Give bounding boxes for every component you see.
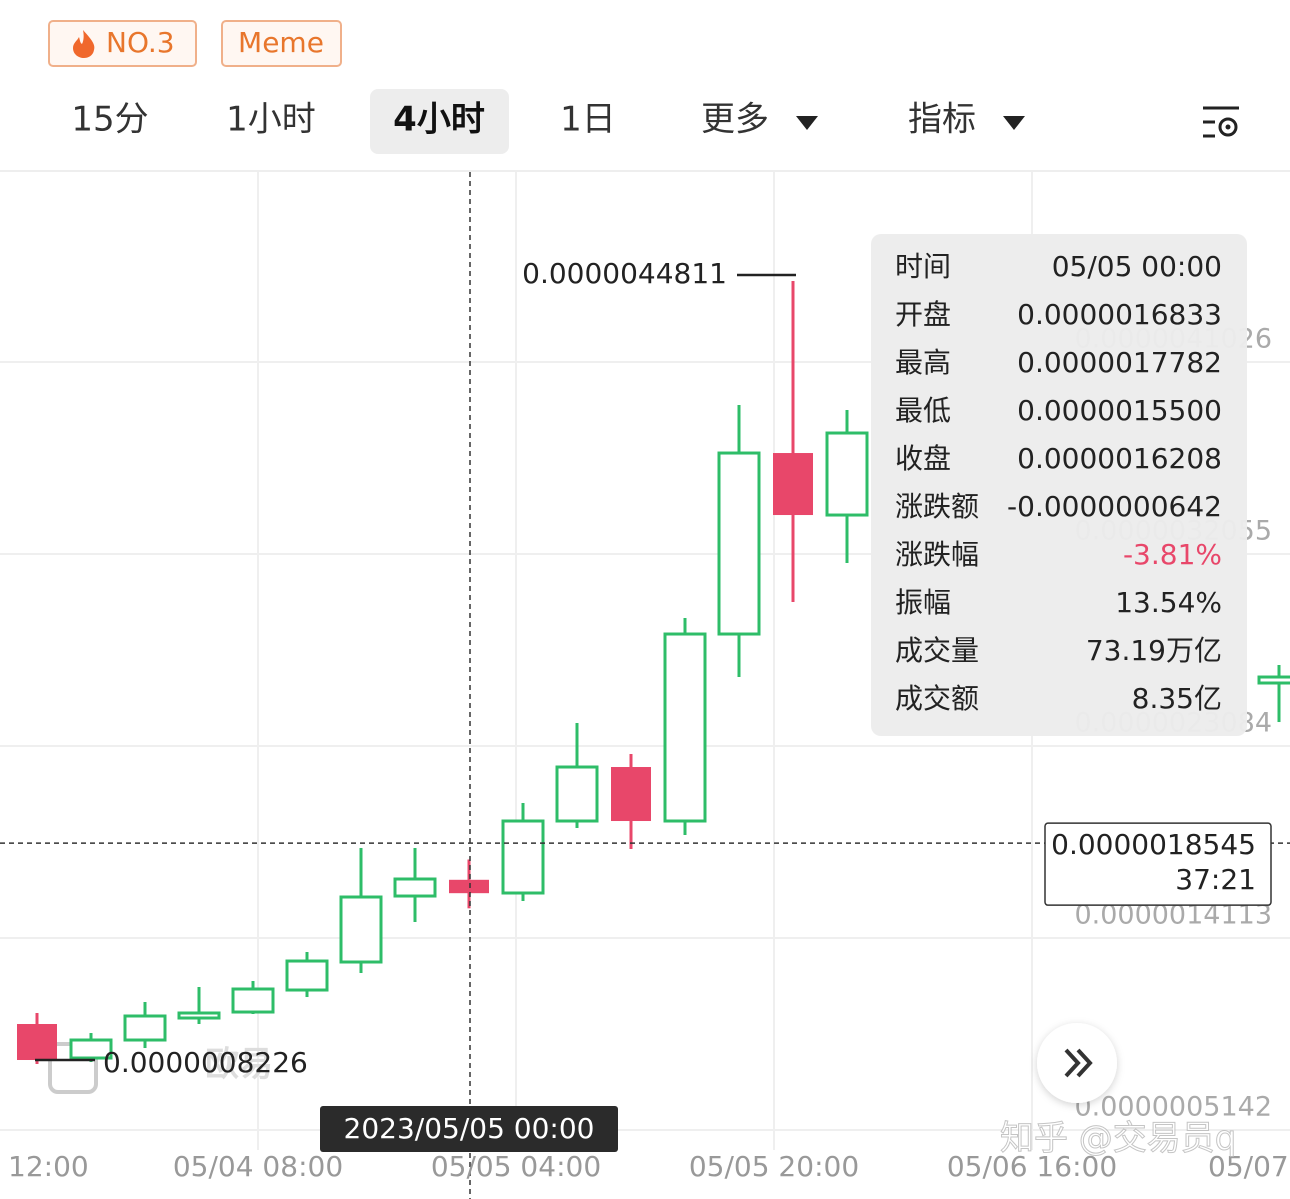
tooltip-value: 05/05 00:00 — [1052, 250, 1222, 283]
x-tick-label: 05/05 20:00 — [689, 1150, 859, 1183]
candle-body — [717, 451, 761, 636]
tooltip-value: 0.0000017782 — [1017, 346, 1222, 379]
tooltip-value: 73.19万亿 — [1086, 634, 1222, 667]
tooltip-value: 0.0000016833 — [1017, 298, 1222, 331]
candle-body — [177, 1011, 221, 1020]
x-tick-label: 05/07 — [1208, 1150, 1289, 1183]
tooltip-value: -0.0000000642 — [1007, 490, 1222, 523]
candle-body — [1257, 675, 1290, 685]
tooltip-label: 开盘 — [895, 298, 951, 331]
y-tick-label: 0.0000005142 — [1074, 1092, 1272, 1123]
candle-body — [449, 879, 489, 894]
last-price-box — [1044, 822, 1272, 906]
dropdown-arrow — [796, 116, 818, 130]
crosshair-time: 2023/05/05 00:00 — [344, 1112, 595, 1145]
candle-body — [123, 1014, 167, 1042]
tooltip-value: -3.81% — [1123, 538, 1222, 571]
tab[interactable]: 1日 — [560, 100, 616, 140]
candle-body — [231, 987, 275, 1014]
candle-body — [285, 959, 329, 992]
crosshair-time-box — [320, 1106, 618, 1152]
tab[interactable]: 更多 — [701, 100, 769, 140]
candle-body — [339, 895, 383, 964]
tooltip-value: 0.0000015500 — [1017, 394, 1222, 427]
tooltip-label: 涨跌幅 — [895, 538, 979, 571]
tooltip-label: 振幅 — [895, 586, 951, 619]
tab-active-bg — [370, 89, 509, 154]
tooltip-box — [871, 234, 1247, 736]
watermark-logo: 欧易 — [205, 1045, 273, 1085]
candle-body — [825, 431, 869, 517]
x-tick-label: 05/04 08:00 — [173, 1150, 343, 1183]
last-price-label: 0.0000018545 — [1051, 828, 1256, 861]
candle-body — [611, 767, 651, 822]
tab[interactable]: 指标 — [908, 100, 976, 140]
max-label: 0.0000044811 — [522, 257, 727, 290]
candle-body — [69, 1038, 113, 1060]
tab[interactable]: 1小时 — [226, 100, 316, 140]
watermark-credit: 知乎 @交易员q — [1000, 1119, 1236, 1159]
countdown: 37:21 — [1175, 863, 1256, 896]
x-tick-label: 12:00 — [8, 1150, 89, 1183]
tooltip-value: 8.35亿 — [1132, 682, 1222, 715]
tab[interactable]: 15分 — [71, 100, 148, 140]
tooltip-label: 成交量 — [895, 634, 979, 667]
x-tick-label: 05/05 04:00 — [431, 1150, 601, 1183]
tooltip-label: 涨跌额 — [895, 490, 979, 523]
flame-icon — [73, 30, 95, 58]
tooltip-label: 最低 — [895, 394, 951, 427]
min-label: 0.0000008226 — [103, 1046, 308, 1079]
tooltip-label: 成交额 — [895, 682, 979, 715]
tooltip-value: 0.0000016208 — [1017, 442, 1222, 475]
tab[interactable]: 4小时 — [393, 100, 485, 140]
header: NO.3 Meme 15分 1小时 4小时 1日 更多 指标 — [0, 20, 1290, 172]
settings-icon[interactable] — [1203, 106, 1239, 138]
tag-box — [221, 20, 342, 67]
scroll-icon — [1064, 1048, 1093, 1078]
tooltip-label: 时间 — [895, 250, 951, 283]
x-tick-label: 05/06 16:00 — [947, 1150, 1117, 1183]
tooltip-label: 收盘 — [895, 442, 951, 475]
dropdown-arrow — [1003, 116, 1025, 130]
candle-body — [773, 453, 813, 516]
candle-body — [17, 1024, 57, 1061]
tag: NO.3 — [106, 26, 175, 59]
candle-body — [663, 632, 707, 823]
tooltip-value: 13.54% — [1115, 586, 1222, 619]
candle-body — [501, 819, 545, 895]
candle-body — [393, 877, 437, 898]
tooltip-label: 最高 — [895, 346, 951, 379]
tag: Meme — [238, 26, 324, 59]
candle-body — [555, 765, 599, 823]
